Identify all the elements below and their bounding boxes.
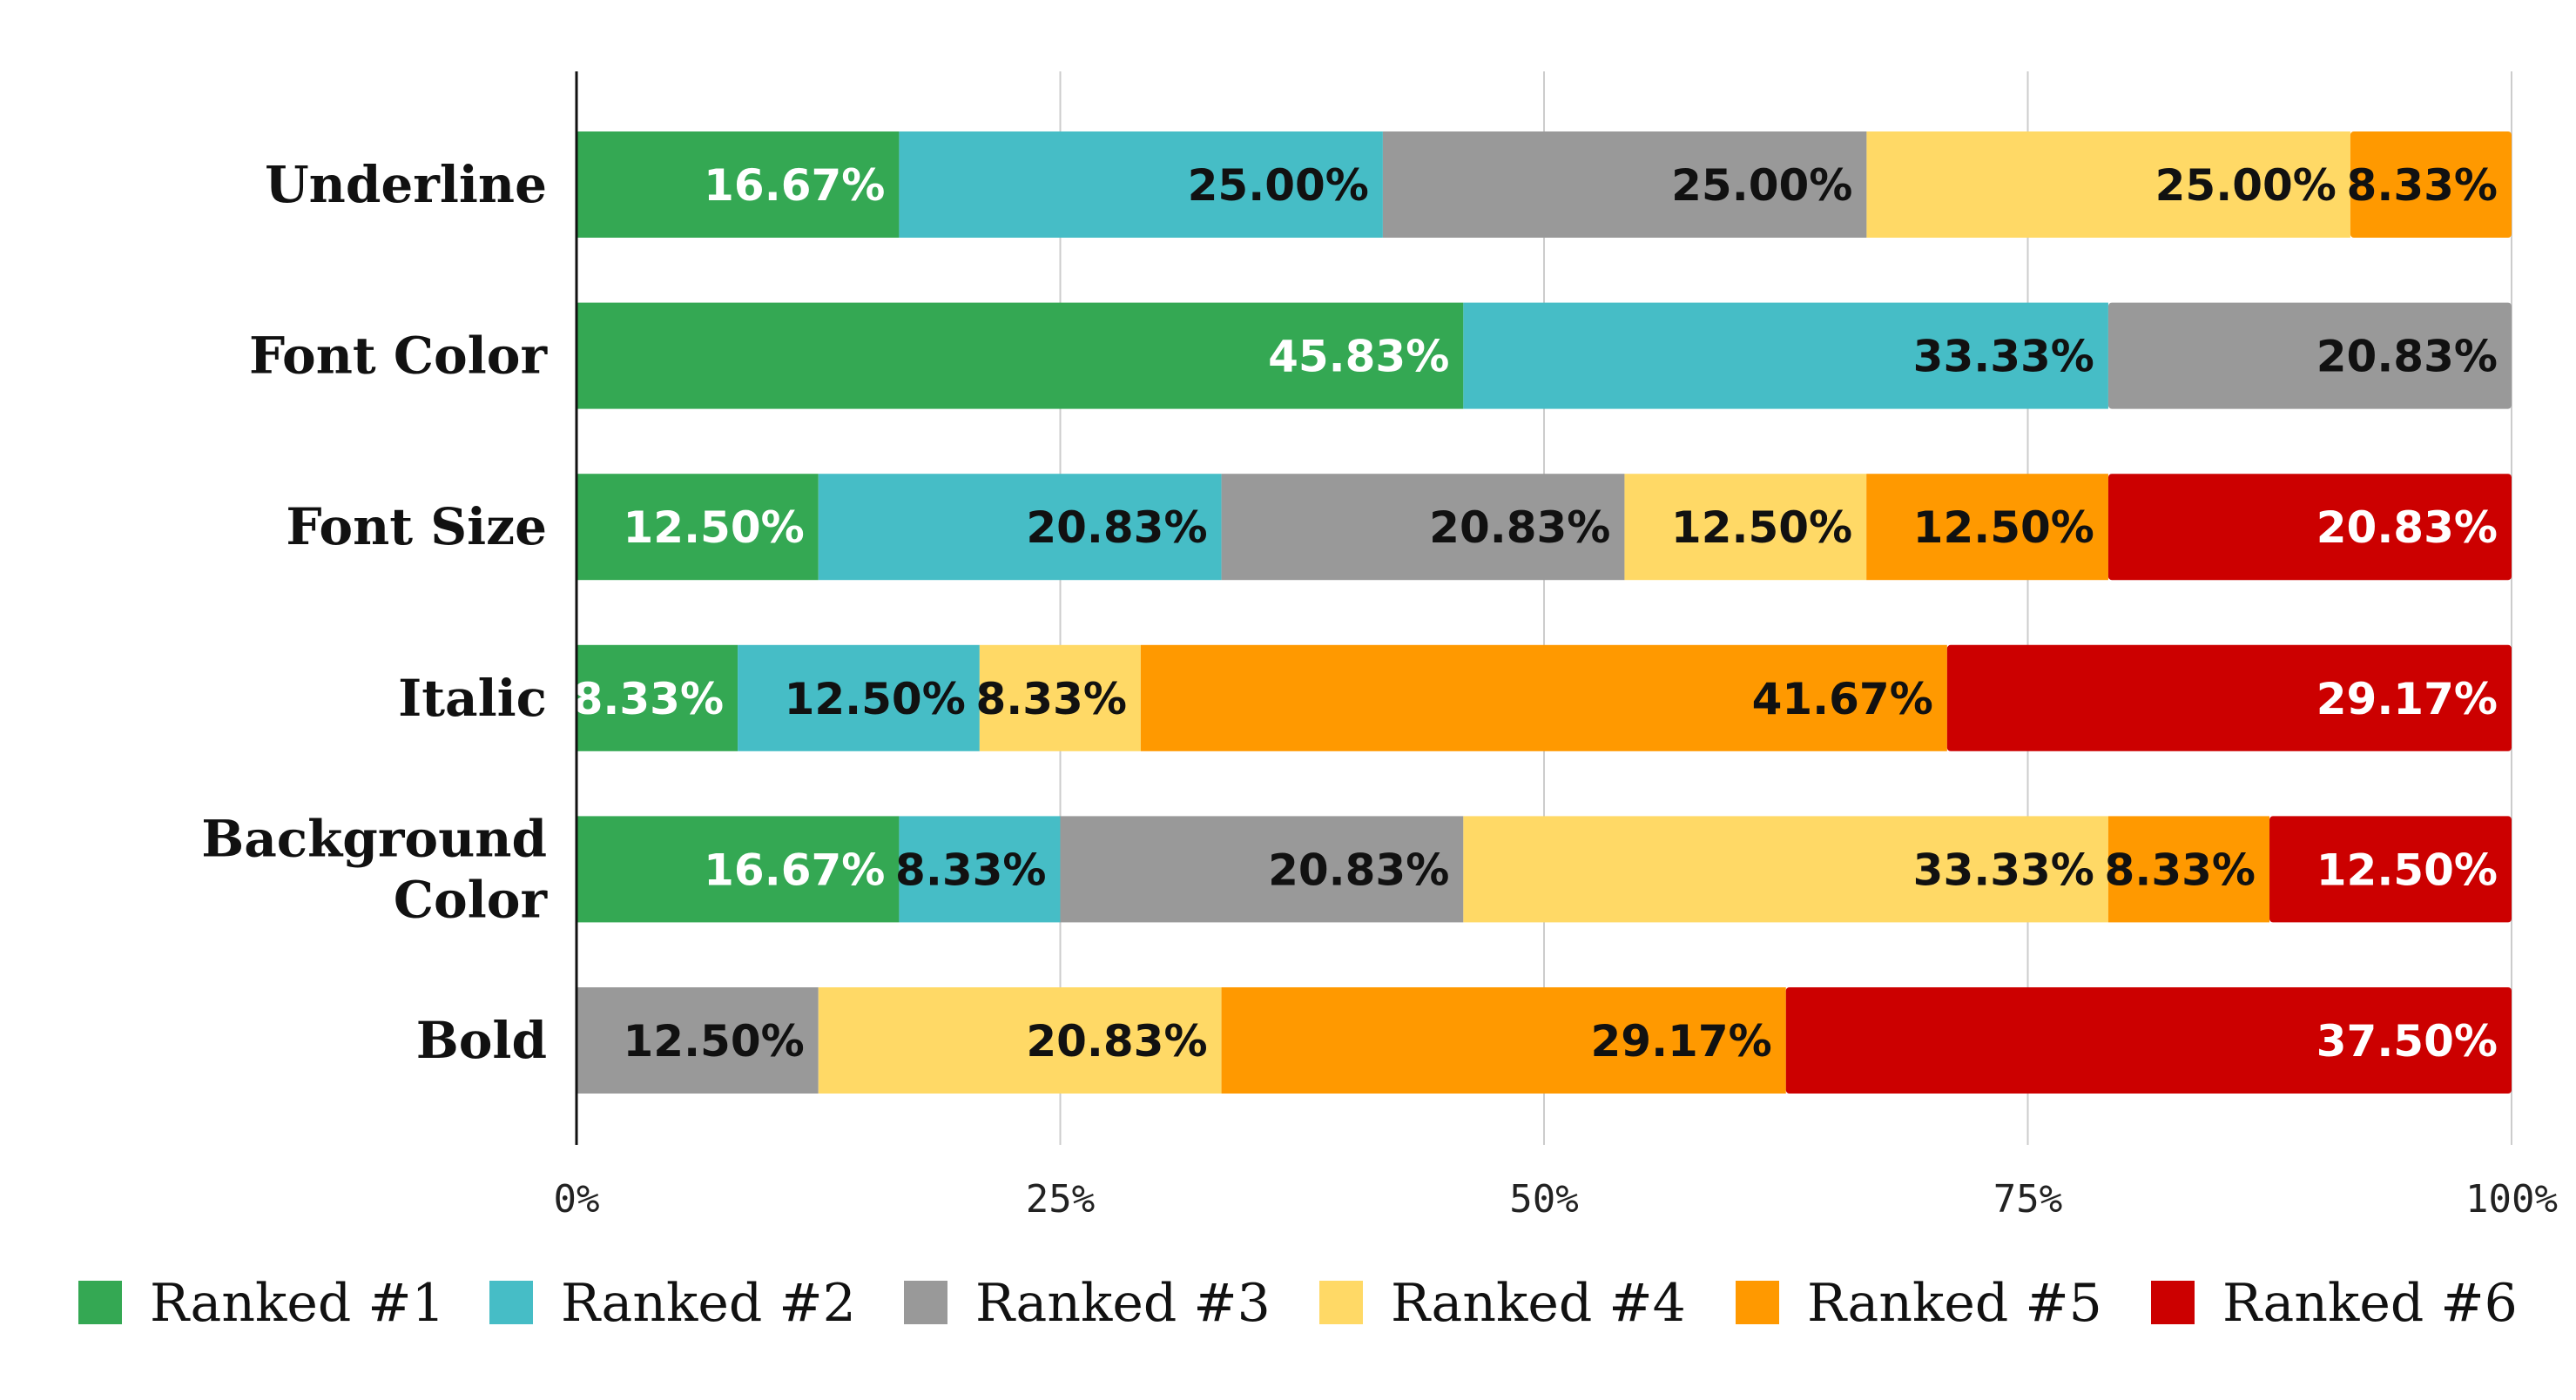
data-label-underline-ranked-1: 16.67% (704, 160, 885, 211)
legend-swatch-ranked-6 (2151, 1281, 2195, 1324)
data-label-italic-ranked-4: 8.33% (975, 674, 1126, 724)
data-label-underline-ranked-3: 25.00% (1671, 160, 1852, 211)
bar-underline-ranked-2 (899, 131, 1383, 238)
x-tick-label-25: 25% (1026, 1177, 1095, 1222)
legend: Ranked #1 Ranked #2 Ranked #3 Ranked #4 Rank… (78, 1273, 2518, 1334)
data-label-italic-ranked-2: 12.50% (785, 674, 966, 724)
legend-label-ranked-2: Ranked #2 (561, 1273, 856, 1334)
data-label-italic-ranked-1: 8.33% (573, 674, 724, 724)
legend-label-ranked-6: Ranked #6 (2222, 1273, 2518, 1334)
legend-swatch-ranked-2 (489, 1281, 533, 1324)
bar-background-color-ranked-3 (1060, 816, 1464, 923)
category-label-background-color: Background Color (201, 809, 548, 929)
bar-background-color-ranked-1 (577, 816, 900, 923)
bar-background-color-ranked-2 (899, 816, 1061, 923)
legend-label-ranked-4: Ranked #4 (1391, 1273, 1686, 1334)
bar-font-size-ranked-5 (1866, 474, 2108, 581)
category-label-font-size: Font Size (286, 497, 547, 556)
bar-underline-ranked-1 (577, 131, 900, 238)
legend-label-ranked-1: Ranked #1 (150, 1273, 445, 1334)
legend-swatch-ranked-3 (904, 1281, 947, 1324)
bar-underline-ranked-4 (1866, 131, 2350, 238)
data-label-background-color-ranked-2: 8.33% (895, 845, 1046, 895)
category-labels: Underline Font Color Font Size Italic Backgr… (201, 155, 548, 1070)
bar-font-size-ranked-2 (818, 474, 1222, 581)
data-label-bold-ranked-4: 20.83% (1026, 1016, 1207, 1067)
legend-label-ranked-5: Ranked #5 (1807, 1273, 2102, 1334)
bar-italic-ranked-2 (738, 644, 980, 751)
data-label-font-size-ranked-6: 20.83% (2316, 502, 2498, 553)
bar-background-color-ranked-4 (1463, 816, 2108, 923)
data-label-bold-ranked-5: 29.17% (1590, 1016, 1771, 1067)
legend-label-ranked-3: Ranked #3 (975, 1273, 1271, 1334)
bar-italic-ranked-6 (1946, 644, 2512, 751)
data-label-bold-ranked-3: 12.50% (623, 1016, 804, 1067)
bar-background-color-ranked-5 (2107, 816, 2270, 923)
data-label-background-color-ranked-3: 20.83% (1268, 845, 1449, 895)
bar-font-color-ranked-2 (1463, 302, 2108, 409)
data-label-font-size-ranked-2: 20.83% (1026, 502, 1207, 553)
legend-swatch-ranked-4 (1319, 1281, 1363, 1324)
bar-bold-ranked-6 (1785, 987, 2512, 1094)
data-label-font-size-ranked-1: 12.50% (623, 502, 804, 553)
bar-font-color-ranked-1 (577, 302, 1464, 409)
bar-italic-ranked-5 (1140, 644, 1947, 751)
data-label-italic-ranked-6: 29.17% (2316, 674, 2498, 724)
bar-background-color-ranked-6 (2269, 816, 2512, 923)
bar-italic-ranked-1 (577, 644, 738, 751)
data-label-font-color-ranked-3: 20.83% (2316, 332, 2498, 382)
data-label-font-size-ranked-5: 12.50% (1913, 502, 2094, 553)
bar-italic-ranked-4 (979, 644, 1141, 751)
data-label-font-size-ranked-3: 20.83% (1429, 502, 1610, 553)
bar-font-size-ranked-4 (1624, 474, 1867, 581)
x-tick-label-50: 50% (1509, 1177, 1578, 1222)
data-label-bold-ranked-6: 37.50% (2316, 1016, 2498, 1067)
bar-underline-ranked-3 (1382, 131, 1867, 238)
data-label-font-size-ranked-4: 12.50% (1671, 502, 1852, 553)
data-label-background-color-ranked-5: 8.33% (2105, 845, 2256, 895)
bar-font-size-ranked-3 (1221, 474, 1625, 581)
bar-bold-ranked-4 (818, 987, 1222, 1094)
category-label-font-color: Font Color (249, 326, 548, 386)
bar-font-size-ranked-6 (2107, 474, 2512, 581)
data-label-underline-ranked-5: 8.33% (2347, 160, 2498, 211)
bar-bold-ranked-3 (577, 987, 819, 1094)
data-label-italic-ranked-5: 41.67% (1752, 674, 1933, 724)
category-label-bold: Bold (416, 1011, 547, 1070)
x-tick-label-75: 75% (1993, 1177, 2062, 1222)
category-label-underline: Underline (265, 155, 547, 214)
data-label-font-color-ranked-2: 33.33% (1913, 332, 2094, 382)
bar-bold-ranked-5 (1221, 987, 1786, 1094)
bar-font-color-ranked-3 (2107, 302, 2512, 409)
data-label-background-color-ranked-1: 16.67% (704, 845, 885, 895)
data-label-background-color-ranked-6: 12.50% (2316, 845, 2498, 895)
data-label-underline-ranked-2: 25.00% (1188, 160, 1369, 211)
grid-lines (1059, 71, 2512, 1145)
x-tick-label-100: 100% (2465, 1177, 2558, 1222)
x-tick-label-0: 0% (554, 1177, 600, 1222)
bars: 16.67% 25.00% 25.00% 25.00% 8.33%45.83% 33.33… (573, 131, 2512, 1094)
legend-swatch-ranked-5 (1736, 1281, 1779, 1324)
x-tick-labels: 0% 25% 50% 75% 100% (554, 1177, 2558, 1222)
bar-font-size-ranked-1 (577, 474, 819, 581)
data-label-background-color-ranked-4: 33.33% (1913, 845, 2094, 895)
data-label-underline-ranked-4: 25.00% (2155, 160, 2337, 211)
bar-underline-ranked-5 (2350, 131, 2512, 238)
category-label-italic: Italic (398, 669, 547, 728)
data-label-font-color-ranked-1: 45.83% (1268, 332, 1449, 382)
legend-swatch-ranked-1 (78, 1281, 122, 1324)
